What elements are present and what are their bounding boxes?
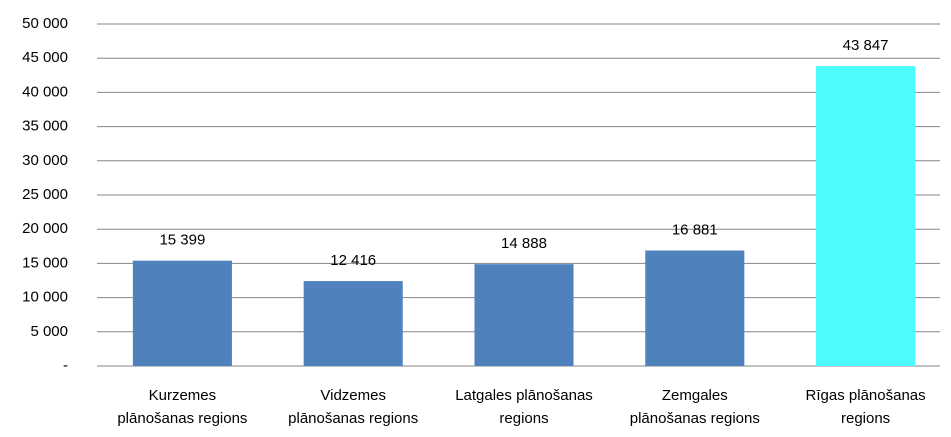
- value-label: 14 888: [501, 235, 547, 252]
- y-tick-label: 15 000: [22, 254, 68, 271]
- y-tick-label: 45 000: [22, 49, 68, 66]
- y-tick-label: 20 000: [22, 220, 68, 237]
- y-tick-label: 40 000: [22, 83, 68, 100]
- bar: [645, 250, 745, 366]
- bar: [303, 281, 403, 366]
- value-label: 43 847: [843, 37, 889, 54]
- y-tick-label: 25 000: [22, 186, 68, 203]
- y-tick-label: 50 000: [22, 15, 68, 32]
- x-tick-label: Rīgas plānošanas regions: [805, 387, 926, 427]
- value-label: 12 416: [330, 252, 376, 269]
- value-label: 16 881: [672, 222, 718, 239]
- y-tick-label: 35 000: [22, 118, 68, 135]
- y-tick-label: -: [63, 357, 68, 374]
- x-tick-label: Latgales plānošanas regions: [455, 387, 593, 427]
- y-tick-label: 5 000: [30, 323, 68, 340]
- x-tick-label: Zemgales plānošanas regions: [629, 387, 760, 427]
- bar: [474, 264, 574, 366]
- y-tick-label: 10 000: [22, 289, 68, 306]
- x-tick-label: Kurzemes plānošanas regions: [117, 387, 248, 427]
- value-label: 15 399: [159, 232, 205, 249]
- bar: [132, 260, 232, 366]
- y-tick-label: 30 000: [22, 152, 68, 169]
- x-tick-label: Vidzemes plānošanas regions: [288, 387, 419, 427]
- bar: [816, 66, 916, 366]
